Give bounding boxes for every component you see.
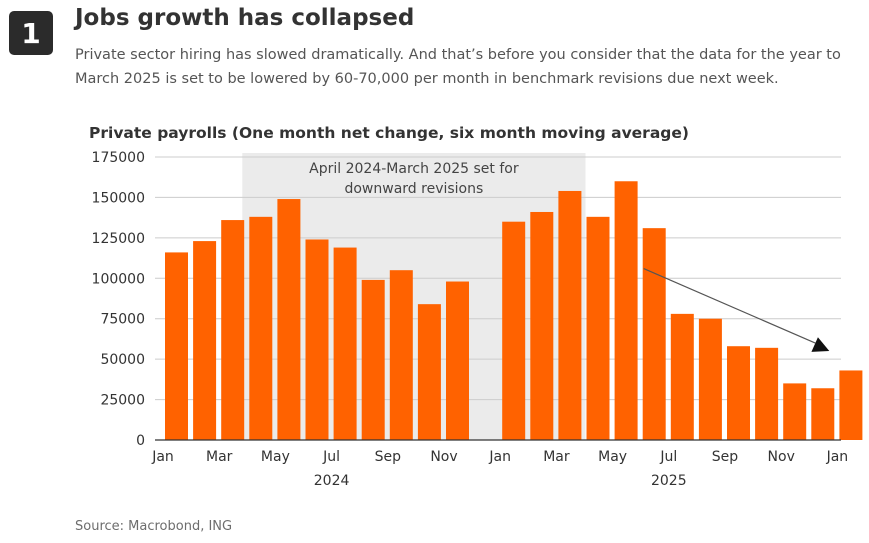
x-tick-label: Sep [375,449,402,465]
x-tick-label: Mar [206,449,233,465]
y-tick-label: 0 [136,433,145,449]
bar [558,190,582,440]
x-tick-label: Sep [712,449,739,465]
page-subtitle: Private sector hiring has slowed dramati… [75,47,841,87]
bar [755,347,779,440]
x-tick-label: Jul [659,449,677,465]
bar [642,228,666,440]
chart-number-badge: 1 [9,11,53,55]
bar [727,346,750,440]
x-tick-label: May [261,449,290,465]
x-tick-label: Mar [543,449,570,465]
y-tick-label: 125000 [92,231,145,247]
bar [165,252,188,440]
bar [614,181,638,440]
trend-arrow-line [643,268,816,344]
bar [333,247,357,440]
y-tick-label: 175000 [92,150,145,166]
bar [249,216,273,440]
x-tick-label: Nov [768,449,795,465]
page-title: Jobs growth has collapsed [75,5,415,31]
bar [277,199,301,440]
annotation-line-2: downward revisions [344,181,483,197]
bar [193,241,217,440]
bar [417,304,441,440]
chart-title: Private payrolls (One month net change, … [89,124,689,142]
x-tick-label: Jul [322,449,340,465]
bar [446,281,469,440]
y-tick-label: 100000 [92,271,145,287]
y-tick-label: 50000 [100,352,145,368]
year-label: 2025 [651,473,687,489]
x-tick-label: Jan [826,449,849,465]
bar [670,313,694,440]
bar [305,239,329,440]
x-tick-label: Nov [430,449,457,465]
annotation-line-1: April 2024-March 2025 set for [309,161,519,177]
bar [811,388,835,440]
bar [783,383,807,440]
x-tick-label: Jan [151,449,174,465]
y-tick-label: 150000 [92,190,145,206]
y-tick-label: 25000 [100,393,145,409]
year-label: 2024 [314,473,350,489]
bar [530,211,554,440]
bar [361,279,385,440]
trend-arrow-head [811,337,830,352]
bar [839,370,863,440]
bar [221,220,245,440]
bar [698,318,722,440]
x-tick-label: Jan [488,449,511,465]
bar [389,270,413,440]
source-note: Source: Macrobond, ING [75,519,233,534]
bar [502,221,526,440]
x-tick-label: May [598,449,627,465]
bar [586,216,610,440]
y-tick-label: 75000 [100,312,145,328]
